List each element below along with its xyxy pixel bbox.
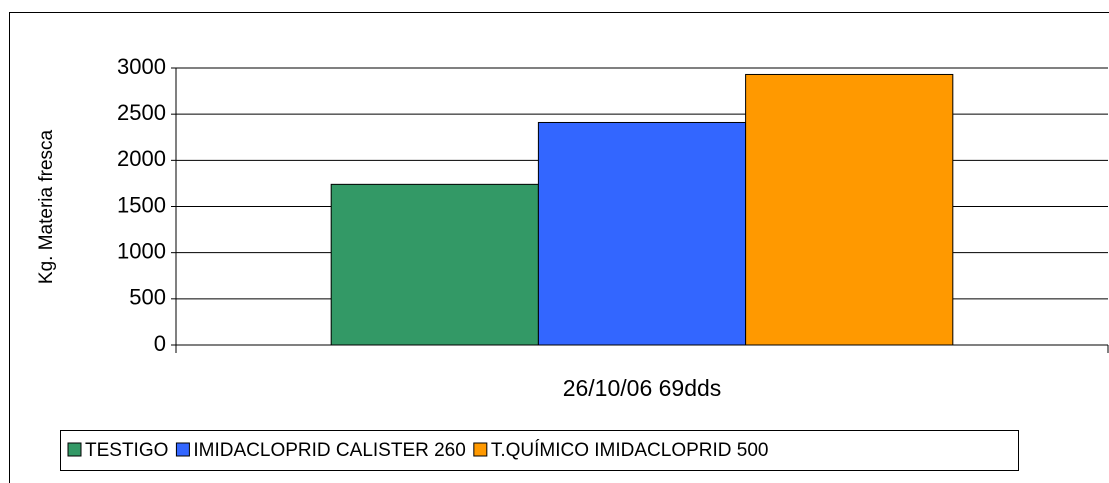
legend-label: T.QUÍMICO IMIDACLOPRID 500 xyxy=(491,440,769,461)
y-tick-label: 500 xyxy=(129,285,166,310)
legend-label: IMIDACLOPRID CALISTER 260 xyxy=(193,440,465,461)
y-axis-label: Kg. Materia fresca xyxy=(36,129,57,284)
bar xyxy=(537,121,747,346)
legend-swatch xyxy=(175,442,190,457)
legend-box xyxy=(60,430,1019,471)
legend-label: TESTIGO xyxy=(85,440,168,461)
bar xyxy=(745,73,954,346)
y-tick-label: 2000 xyxy=(117,146,166,171)
bar xyxy=(330,183,539,346)
x-tick-label: 26/10/06 69dds xyxy=(563,375,722,401)
y-tick-label: 3000 xyxy=(117,54,166,79)
y-tick-label: 2500 xyxy=(117,100,166,125)
legend-swatch xyxy=(67,442,82,457)
y-tick-label: 1500 xyxy=(117,192,166,217)
y-tick-label: 0 xyxy=(154,331,166,356)
y-tick-label: 1000 xyxy=(117,238,166,263)
legend-swatch xyxy=(473,442,488,457)
